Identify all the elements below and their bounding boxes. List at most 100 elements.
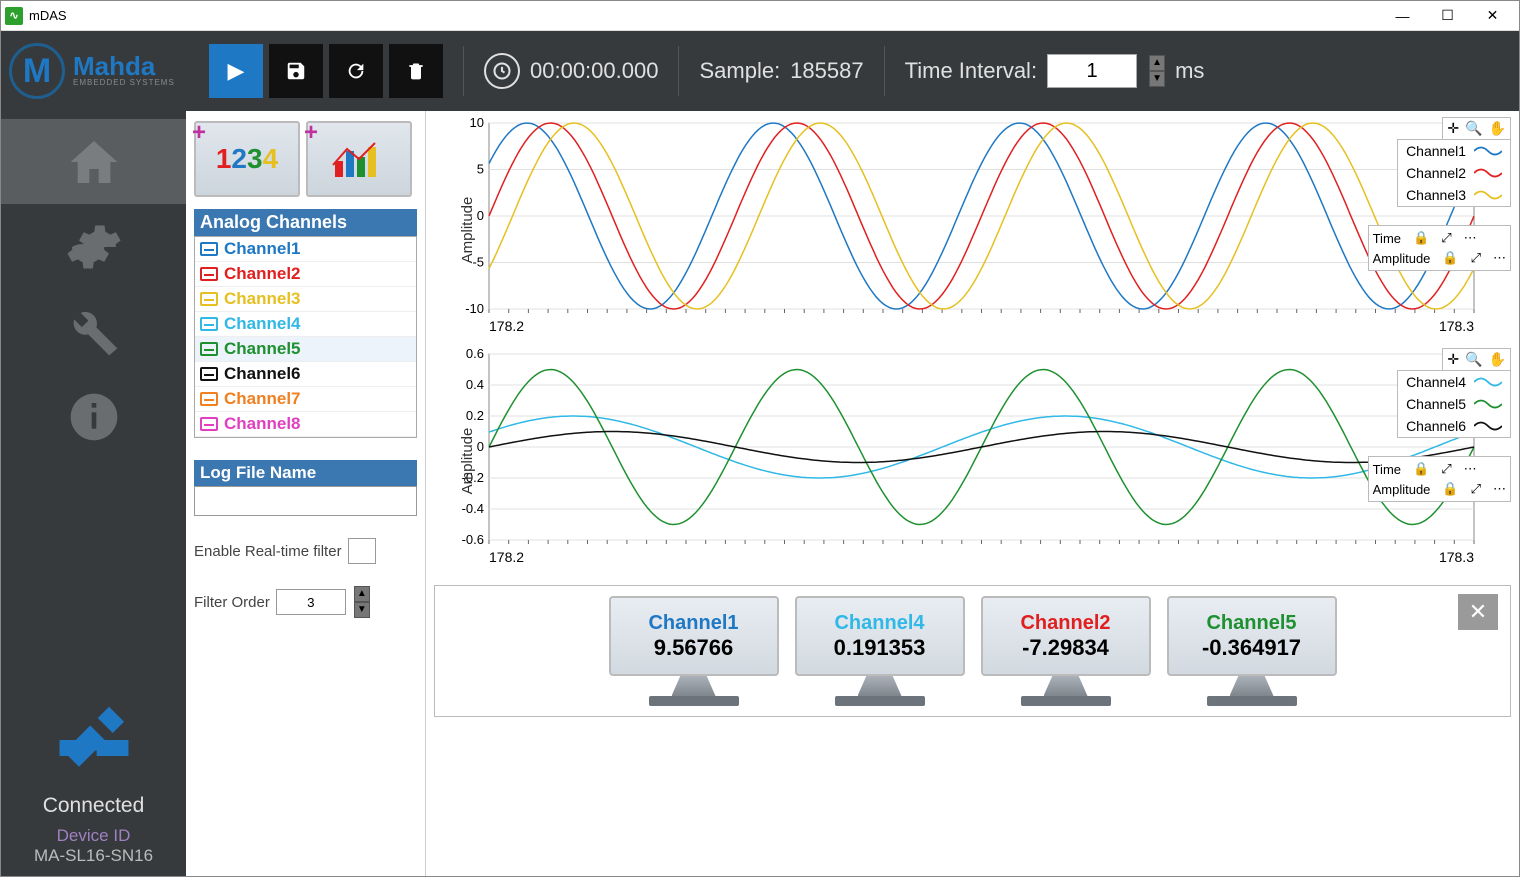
channel-item[interactable]: Channel1 bbox=[195, 237, 416, 262]
value-card-name: Channel1 bbox=[648, 612, 738, 635]
filter-order-input[interactable] bbox=[276, 589, 346, 615]
filter-order-down[interactable]: ▼ bbox=[354, 602, 370, 618]
channel-icon bbox=[200, 367, 218, 381]
range-icon[interactable]: ⋯ bbox=[1464, 461, 1477, 477]
pan-icon[interactable]: ✋ bbox=[1489, 120, 1506, 137]
channel-item[interactable]: Channel4 bbox=[195, 312, 416, 337]
channel-name: Channel8 bbox=[224, 414, 301, 434]
range-icon[interactable]: ⋯ bbox=[1464, 230, 1477, 246]
interval-up-button[interactable]: ▲ bbox=[1149, 55, 1165, 71]
svg-text:10: 10 bbox=[470, 117, 484, 130]
channel-list[interactable]: Channel1Channel2Channel3 Channel4Channel5… bbox=[194, 236, 417, 438]
svg-text:178.3: 178.3 bbox=[1439, 549, 1474, 565]
channel-icon bbox=[200, 267, 218, 281]
app-icon: ∿ bbox=[5, 7, 23, 25]
nav-sidebar: Connected Device ID MA-SL16-SN16 bbox=[1, 111, 186, 876]
plot-area: ✛🔍✋ Channel1Channel2Channel3 Time🔒⤢⋯ Amp… bbox=[426, 111, 1519, 876]
value-card-number: -0.364917 bbox=[1202, 635, 1301, 661]
value-card[interactable]: Channel2-7.29834 bbox=[981, 596, 1151, 706]
lock-icon[interactable]: 🔒 bbox=[1442, 250, 1458, 266]
svg-text:178.3: 178.3 bbox=[1439, 318, 1474, 334]
filter-enable-checkbox[interactable] bbox=[348, 538, 376, 564]
value-card[interactable]: Channel40.191353 bbox=[795, 596, 965, 706]
svg-text:0: 0 bbox=[477, 439, 484, 454]
svg-text:-0.6: -0.6 bbox=[462, 532, 484, 547]
channel-item[interactable]: Channel2 bbox=[195, 262, 416, 287]
legend-item[interactable]: Channel1 bbox=[1398, 140, 1510, 162]
legend-item[interactable]: Channel2 bbox=[1398, 162, 1510, 184]
chart1-ylabel: Amplitude bbox=[459, 196, 476, 263]
add-numeric-widget[interactable]: + 1234 bbox=[194, 121, 300, 197]
crosshair-icon[interactable]: ✛ bbox=[1447, 120, 1459, 137]
chart2-axis-controls[interactable]: Time🔒⤢⋯ Amplitude🔒⤢⋯ bbox=[1368, 456, 1511, 502]
lock-icon[interactable]: 🔒 bbox=[1442, 481, 1458, 497]
legend-item[interactable]: Channel5 bbox=[1398, 393, 1510, 415]
value-panel-close[interactable]: ✕ bbox=[1458, 594, 1498, 630]
clock-icon bbox=[484, 53, 520, 89]
svg-text:0.2: 0.2 bbox=[466, 408, 484, 423]
zoom-icon[interactable]: 🔍 bbox=[1465, 351, 1482, 368]
brand-subtitle: EMBEDDED SYSTEMS bbox=[73, 78, 175, 87]
brand-name: Mahda bbox=[73, 55, 175, 78]
range-icon[interactable]: ⋯ bbox=[1493, 481, 1506, 497]
filter-order-up[interactable]: ▲ bbox=[354, 586, 370, 602]
log-file-input[interactable] bbox=[194, 486, 417, 516]
chart2-legend: Channel4Channel5 Channel6 bbox=[1397, 370, 1511, 438]
lock-icon[interactable]: 🔒 bbox=[1413, 461, 1429, 477]
device-id-value: MA-SL16-SN16 bbox=[1, 846, 186, 866]
value-card-number: -7.29834 bbox=[1022, 635, 1109, 661]
legend-item[interactable]: Channel3 bbox=[1398, 184, 1510, 206]
device-id-label: Device ID bbox=[1, 826, 186, 846]
chart2-amp-axis-label: Amplitude bbox=[1373, 482, 1431, 497]
channel-name: Channel7 bbox=[224, 389, 301, 409]
nav-home[interactable] bbox=[1, 119, 186, 204]
save-button[interactable] bbox=[269, 44, 323, 98]
interval-unit: ms bbox=[1175, 58, 1204, 84]
legend-item[interactable]: Channel6 bbox=[1398, 415, 1510, 437]
channel-name: Channel3 bbox=[224, 289, 301, 309]
chart2[interactable]: -0.6-0.4-0.200.20.40.6178.2178.3 bbox=[434, 348, 1484, 568]
interval-down-button[interactable]: ▼ bbox=[1149, 71, 1165, 87]
fit-icon[interactable]: ⤢ bbox=[1441, 230, 1451, 246]
minimize-button[interactable]: — bbox=[1380, 1, 1425, 31]
add-chart-widget[interactable]: + bbox=[306, 121, 412, 197]
value-card[interactable]: Channel5-0.364917 bbox=[1167, 596, 1337, 706]
chart1-time-axis-label: Time bbox=[1373, 231, 1401, 246]
value-card-name: Channel5 bbox=[1206, 612, 1296, 635]
chart2-toolbar[interactable]: ✛ 🔍 ✋ bbox=[1442, 348, 1511, 371]
channel-icon bbox=[200, 317, 218, 331]
refresh-button[interactable] bbox=[329, 44, 383, 98]
zoom-icon[interactable]: 🔍 bbox=[1465, 120, 1482, 137]
lock-icon[interactable]: 🔒 bbox=[1413, 230, 1429, 246]
nav-tools[interactable] bbox=[1, 289, 186, 374]
chart1[interactable]: -10-50510178.2178.3 bbox=[434, 117, 1484, 337]
fit-icon[interactable]: ⤢ bbox=[1471, 250, 1481, 266]
chart1-axis-controls[interactable]: Time🔒⤢⋯ Amplitude🔒⤢⋯ bbox=[1368, 225, 1511, 271]
close-button[interactable]: ✕ bbox=[1470, 1, 1515, 31]
legend-label: Channel6 bbox=[1406, 418, 1466, 434]
interval-input[interactable] bbox=[1047, 54, 1137, 88]
nav-settings[interactable] bbox=[1, 204, 186, 289]
play-button[interactable]: ▶ bbox=[209, 44, 263, 98]
legend-line-icon bbox=[1474, 166, 1502, 180]
channel-item[interactable]: Channel5 bbox=[195, 337, 416, 362]
channel-item[interactable]: Channel3 bbox=[195, 287, 416, 312]
fit-icon[interactable]: ⤢ bbox=[1471, 481, 1481, 497]
timer-display: 00:00:00.000 bbox=[484, 53, 658, 89]
channel-item[interactable]: Channel8 bbox=[195, 412, 416, 437]
log-file-header: Log File Name bbox=[194, 460, 417, 486]
nav-info[interactable] bbox=[1, 374, 186, 459]
legend-item[interactable]: Channel4 bbox=[1398, 371, 1510, 393]
value-card[interactable]: Channel19.56766 bbox=[609, 596, 779, 706]
range-icon[interactable]: ⋯ bbox=[1493, 250, 1506, 266]
channel-item[interactable]: Channel7 bbox=[195, 387, 416, 412]
maximize-button[interactable]: ☐ bbox=[1425, 1, 1470, 31]
delete-button[interactable] bbox=[389, 44, 443, 98]
fit-icon[interactable]: ⤢ bbox=[1441, 461, 1451, 477]
svg-text:0.4: 0.4 bbox=[466, 377, 484, 392]
chart1-toolbar[interactable]: ✛ 🔍 ✋ bbox=[1442, 117, 1511, 140]
channel-item[interactable]: Channel6 bbox=[195, 362, 416, 387]
pan-icon[interactable]: ✋ bbox=[1489, 351, 1506, 368]
main-toolbar: M Mahda EMBEDDED SYSTEMS ▶ 00:00:00.000 … bbox=[1, 31, 1519, 111]
crosshair-icon[interactable]: ✛ bbox=[1447, 351, 1459, 368]
